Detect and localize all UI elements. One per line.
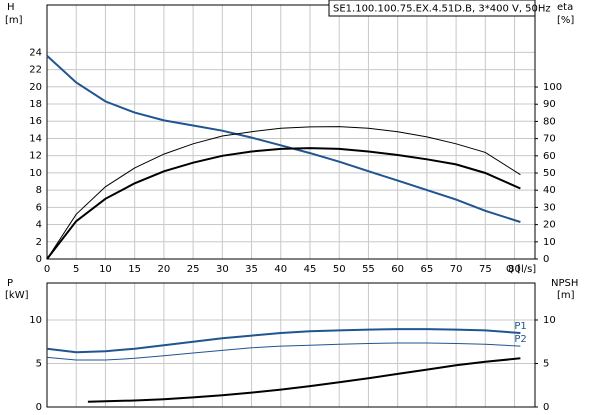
y2-tick-label: 90 — [543, 99, 556, 110]
y2-tick-label: 70 — [543, 134, 556, 145]
y-tick-label: 10 — [29, 168, 42, 179]
x-tick-label: 80 — [508, 264, 521, 275]
y-tick-label: 4 — [36, 220, 42, 231]
y-tick-label: 0 — [36, 402, 42, 413]
x-tick-label: 45 — [304, 264, 317, 275]
x-tick-label: 10 — [99, 264, 112, 275]
x-tick-label: 65 — [421, 264, 434, 275]
series-line — [46, 126, 521, 260]
series-line — [46, 55, 521, 223]
y-tick-label: 18 — [29, 99, 42, 110]
series-label: P2 — [514, 334, 526, 345]
y-label: P — [7, 278, 13, 289]
y-tick-label: 10 — [29, 315, 42, 326]
y-tick-label: 16 — [29, 116, 42, 127]
x-tick-label: 55 — [362, 264, 375, 275]
y-tick-label: 8 — [36, 185, 42, 196]
x-tick-label: 20 — [158, 264, 171, 275]
x-tick-label: 60 — [391, 264, 404, 275]
x-label: Q [l/s] — [506, 264, 536, 275]
series-label: P1 — [514, 321, 526, 332]
y2-tick-label: 40 — [543, 185, 556, 196]
series-line — [87, 357, 521, 403]
title-box — [328, 0, 536, 17]
y-tick-label: 0 — [36, 254, 42, 265]
y-unit: [m] — [5, 15, 23, 26]
y-tick-label: 2 — [36, 237, 42, 248]
y-unit: [kW] — [5, 290, 29, 301]
y-tick-label: 24 — [29, 47, 42, 58]
y-tick-label: 5 — [36, 358, 42, 369]
bottom-frame — [46, 282, 536, 408]
y2-unit: [%] — [557, 15, 574, 26]
y-tick-label: 20 — [29, 82, 42, 93]
y2-tick-label: 0 — [543, 402, 549, 413]
x-tick-label: 30 — [216, 264, 229, 275]
y-tick-label: 6 — [36, 202, 42, 213]
series-line — [46, 342, 521, 361]
x-tick-label: 5 — [73, 264, 79, 275]
x-tick-label: 25 — [187, 264, 200, 275]
x-tick-label: 50 — [333, 264, 346, 275]
y2-tick-label: 80 — [543, 116, 556, 127]
top-frame — [46, 4, 536, 260]
y2-label: eta — [557, 2, 573, 13]
y2-tick-label: 50 — [543, 168, 556, 179]
series-line — [46, 328, 521, 354]
y2-tick-label: 100 — [543, 82, 562, 93]
y2-tick-label: 60 — [543, 151, 556, 162]
y2-tick-label: 0 — [543, 254, 549, 265]
y2-tick-label: 20 — [543, 220, 556, 231]
x-tick-label: 70 — [450, 264, 463, 275]
y2-tick-label: 5 — [543, 358, 549, 369]
x-tick-label: 0 — [44, 264, 50, 275]
x-tick-label: 75 — [479, 264, 492, 275]
y-tick-label: 14 — [29, 133, 42, 144]
x-tick-label: 40 — [274, 264, 287, 275]
y2-tick-label: 30 — [543, 202, 556, 213]
x-tick-label: 15 — [128, 264, 141, 275]
y2-tick-label: 10 — [543, 315, 556, 326]
x-tick-label: 35 — [245, 264, 258, 275]
y2-tick-label: 10 — [543, 237, 556, 248]
y-label: H — [7, 2, 15, 13]
chart-title: SE1.100.100.75.EX.4.51D.B, 3*400 V, 50Hz — [333, 4, 551, 15]
y-tick-label: 12 — [29, 151, 42, 162]
y2-unit: [m] — [557, 290, 575, 301]
series-line — [46, 147, 521, 260]
y-tick-label: 22 — [29, 65, 42, 76]
y2-label: NPSH — [551, 278, 578, 289]
